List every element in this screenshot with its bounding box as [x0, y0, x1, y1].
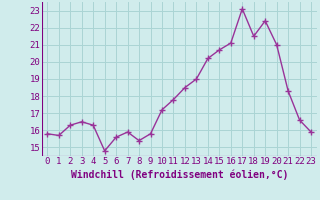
X-axis label: Windchill (Refroidissement éolien,°C): Windchill (Refroidissement éolien,°C) — [70, 169, 288, 180]
